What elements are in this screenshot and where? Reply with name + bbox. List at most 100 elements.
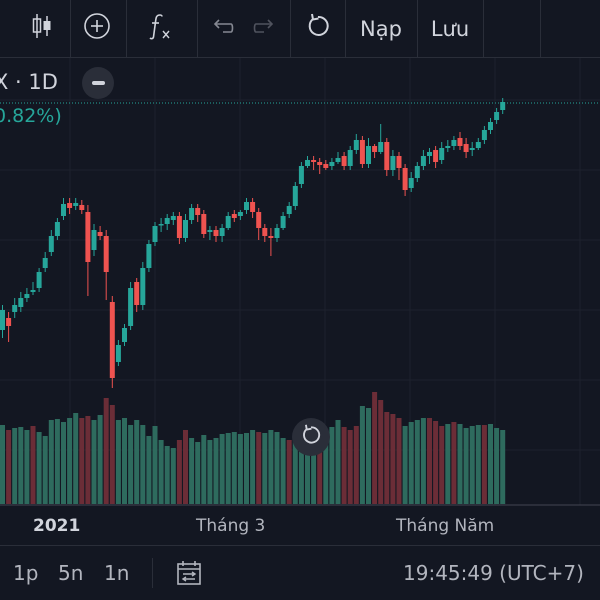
candle-body xyxy=(213,230,219,236)
candle-body xyxy=(396,156,402,168)
undo-button[interactable] xyxy=(205,0,241,57)
volume-bar xyxy=(183,430,188,504)
candle-body xyxy=(384,142,390,170)
save-layout-button[interactable]: Lưu xyxy=(430,16,470,41)
candle-body xyxy=(347,150,353,166)
volume-bar xyxy=(451,422,457,504)
volume-bar xyxy=(475,425,481,504)
timeframe-1m-button[interactable]: 1p xyxy=(13,561,39,585)
load-layout-button[interactable]: Nạp xyxy=(360,16,402,41)
volume-bar xyxy=(54,419,60,504)
candle-body xyxy=(103,236,109,272)
volume-bar xyxy=(244,433,249,504)
candle-body xyxy=(372,146,378,152)
candle-body xyxy=(225,216,231,228)
reset-chart-button[interactable] xyxy=(292,418,330,456)
volume-bar xyxy=(317,428,323,504)
candle-body xyxy=(237,212,243,216)
candle-body xyxy=(274,228,280,238)
candle-body xyxy=(420,156,426,166)
timezone-clock[interactable]: 19:45:49 (UTC+7) xyxy=(403,561,584,585)
indicators-button[interactable] xyxy=(140,0,180,57)
candle-body xyxy=(262,228,268,236)
candle-body xyxy=(109,302,115,378)
volume-bar xyxy=(274,432,280,504)
volume-bar xyxy=(36,432,42,504)
candle-body xyxy=(317,162,323,165)
volume-bar xyxy=(347,430,353,504)
candle-body xyxy=(457,138,463,146)
redo-button[interactable] xyxy=(246,0,282,57)
candle-body xyxy=(85,212,91,262)
candle-body xyxy=(390,156,396,170)
candle-body xyxy=(189,208,195,220)
price-change-label: 0.82%) xyxy=(0,105,62,127)
candle-body xyxy=(469,148,475,150)
candle-body xyxy=(488,122,493,130)
volume-bar xyxy=(207,440,213,504)
compare-add-button[interactable] xyxy=(77,0,117,57)
volume-bar xyxy=(286,440,292,504)
candle-body xyxy=(73,203,79,206)
timeframe-1y-button[interactable]: 1n xyxy=(104,561,130,585)
volume-bar xyxy=(457,424,463,504)
volume-bar xyxy=(61,422,66,504)
candle-body xyxy=(250,202,256,212)
candle-body xyxy=(36,272,42,288)
volume-bar xyxy=(91,420,97,504)
candle-body xyxy=(353,140,359,150)
volume-bar xyxy=(463,428,469,504)
timeframe-5d-button[interactable]: 5n xyxy=(58,561,84,585)
volume-bar xyxy=(341,427,347,504)
candle-body xyxy=(54,222,60,236)
undo-icon xyxy=(211,16,235,41)
volume-bar xyxy=(6,430,12,504)
volume-bar xyxy=(115,420,121,504)
function-icon xyxy=(147,12,173,45)
volume-bar xyxy=(140,425,146,504)
candle-body xyxy=(48,236,54,252)
volume-bar xyxy=(469,426,475,504)
volume-bar xyxy=(42,436,48,504)
candle-body xyxy=(305,160,310,166)
volume-bar xyxy=(195,442,201,504)
candle-body xyxy=(195,208,201,215)
candle-body xyxy=(12,305,18,312)
volume-bar xyxy=(366,408,371,504)
candle-body xyxy=(18,298,24,307)
price-chart[interactable] xyxy=(0,58,600,545)
volume-bar xyxy=(128,425,134,504)
volume-bar xyxy=(372,392,378,504)
candle-body xyxy=(366,146,371,164)
candle-body xyxy=(402,168,408,190)
refresh-icon xyxy=(305,13,331,44)
volume-bar xyxy=(262,433,268,504)
candle-body xyxy=(500,102,506,110)
candle-body xyxy=(445,146,451,148)
volume-bar xyxy=(390,414,396,504)
volume-bar xyxy=(256,432,262,504)
volume-bar xyxy=(158,440,164,504)
candle-body xyxy=(341,156,347,166)
volume-bar xyxy=(311,432,317,504)
candle-body xyxy=(146,244,152,268)
plus-circle-icon xyxy=(83,12,111,45)
volume-bar xyxy=(219,434,225,504)
candle-body xyxy=(335,158,341,162)
volume-bar xyxy=(481,425,487,504)
candle-body xyxy=(0,310,5,330)
refresh-button[interactable] xyxy=(298,0,338,57)
candle-body xyxy=(122,328,127,342)
volume-bar xyxy=(97,415,103,504)
volume-bar xyxy=(329,427,335,504)
candle-style-button[interactable] xyxy=(22,0,62,57)
candle-body xyxy=(158,224,164,226)
volume-bar xyxy=(414,420,420,504)
volume-bar xyxy=(122,418,127,504)
candle-body xyxy=(183,220,188,238)
candle-body xyxy=(280,216,286,228)
symbol-interval-label[interactable]: X · 1D xyxy=(0,70,58,94)
candle-body xyxy=(451,140,457,146)
legend-collapse-button[interactable] xyxy=(82,67,114,99)
date-range-button[interactable] xyxy=(176,560,204,591)
